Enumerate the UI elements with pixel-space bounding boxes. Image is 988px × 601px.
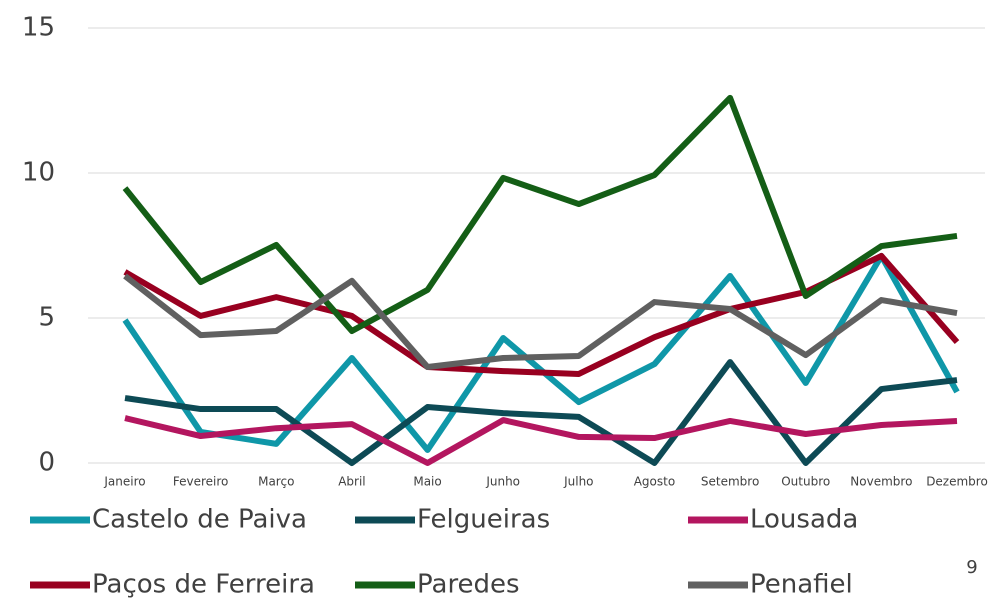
x-tick-label: Março	[258, 475, 294, 489]
legend-label: Paredes	[417, 570, 520, 600]
series-line	[122, 252, 960, 453]
y-tick-label: 15	[22, 13, 55, 43]
y-tick-label: 10	[22, 158, 55, 188]
legend-label: Castelo de Paiva	[92, 505, 307, 535]
x-tick-label: Setembro	[701, 475, 759, 489]
x-tick-label: Dezembro	[926, 475, 988, 489]
series-line	[123, 273, 958, 371]
series-line	[124, 359, 958, 466]
x-tick-label: Outubro	[781, 475, 830, 489]
x-tick-label: Agosto	[634, 475, 675, 489]
legend-label: Penafiel	[750, 570, 853, 600]
x-tick-label: Maio	[413, 475, 441, 489]
legend-label: Lousada	[750, 505, 858, 535]
x-tick-label: Novembro	[850, 475, 912, 489]
x-tick-label: Junho	[485, 475, 520, 489]
x-tick-label: Janeiro	[103, 475, 145, 489]
x-tick-label: Abril	[338, 475, 365, 489]
y-tick-label: 0	[38, 448, 55, 478]
legend-label: Felgueiras	[417, 505, 550, 535]
series-line	[124, 415, 958, 466]
y-tick-label: 5	[38, 303, 55, 333]
x-tick-label: Fevereiro	[173, 475, 229, 489]
legend-label: Paços de Ferreira	[92, 570, 315, 600]
x-tick-label: Julho	[563, 475, 593, 489]
page-number: 9	[966, 557, 977, 578]
series-line	[122, 94, 958, 335]
